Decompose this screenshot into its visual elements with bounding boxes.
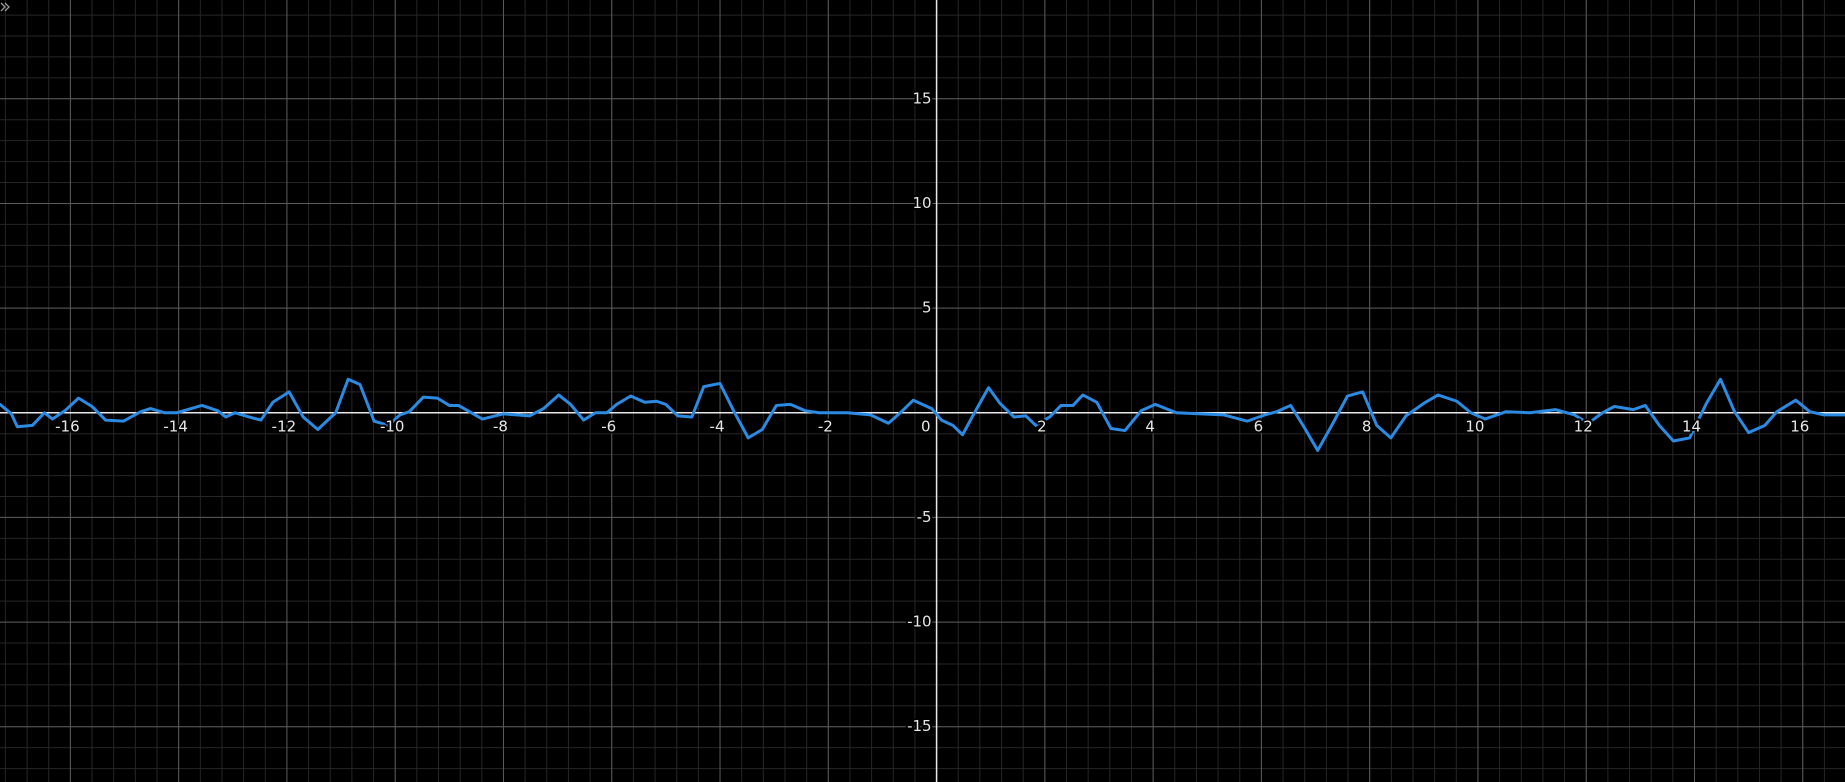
y-tick-label: 5 bbox=[922, 299, 932, 317]
curves bbox=[0, 377, 1845, 452]
y-tick-label: 15 bbox=[912, 89, 931, 107]
x-tick-label: 2 bbox=[1037, 417, 1047, 435]
x-tick-label: -6 bbox=[601, 417, 616, 435]
x-tick-label: -12 bbox=[272, 417, 297, 435]
x-tick-label: -16 bbox=[55, 417, 80, 435]
y-tick-label: -5 bbox=[917, 508, 932, 526]
x-tick-label: -2 bbox=[818, 417, 833, 435]
x-tick-label: 0 bbox=[921, 417, 931, 435]
y-tick-label: -15 bbox=[907, 717, 932, 735]
x-tick-label: 14 bbox=[1682, 417, 1701, 435]
y-tick-label: -10 bbox=[907, 613, 932, 631]
x-tick-label: -14 bbox=[163, 417, 188, 435]
x-tick-label: -8 bbox=[493, 417, 508, 435]
x-tick-label: 4 bbox=[1145, 417, 1155, 435]
x-tick-label: -10 bbox=[380, 417, 405, 435]
expand-icon[interactable] bbox=[0, 2, 10, 12]
x-tick-label: 12 bbox=[1574, 417, 1593, 435]
x-tick-label: 8 bbox=[1362, 417, 1372, 435]
x-tick-label: 6 bbox=[1254, 417, 1264, 435]
x-tick-label: 16 bbox=[1790, 417, 1809, 435]
x-tick-label: -4 bbox=[710, 417, 725, 435]
y-tick-label: 10 bbox=[912, 194, 931, 212]
x-tick-label: 10 bbox=[1465, 417, 1484, 435]
tick-labels: -16 -14 -12 -10 -8 -6 -4 -2 0 2 4 6 8 10 12 14 16 -15 -10 -… bbox=[53, 87, 1811, 737]
curve bbox=[0, 377, 1845, 452]
